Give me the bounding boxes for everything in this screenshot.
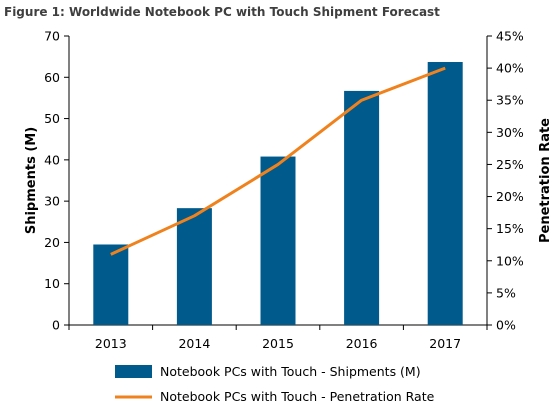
left-tick-label: 10 <box>44 276 60 291</box>
legend-label-penetration: Notebook PCs with Touch - Penetration Ra… <box>160 389 435 404</box>
x-tick-label: 2015 <box>262 336 294 351</box>
bar <box>427 62 463 325</box>
right-tick-label: 45% <box>496 29 524 44</box>
right-tick-label: 15% <box>496 221 524 236</box>
left-tick-label: 20 <box>44 235 60 250</box>
right-tick-label: 5% <box>496 285 516 300</box>
figure-title: Figure 1: Worldwide Notebook PC with Tou… <box>4 5 440 19</box>
left-tick-label: 30 <box>44 194 60 209</box>
penetration-rate-line <box>110 66 446 256</box>
right-tick-label: 20% <box>496 189 524 204</box>
legend-label-shipments: Notebook PCs with Touch - Shipments (M) <box>160 364 421 379</box>
left-tick-label: 0 <box>52 318 60 333</box>
left-tick-label: 70 <box>44 29 60 44</box>
right-tick-label: 10% <box>496 253 524 268</box>
bar <box>93 244 129 325</box>
x-tick-label: 2013 <box>95 336 127 351</box>
right-tick-label: 35% <box>496 93 524 108</box>
bar <box>344 90 380 325</box>
x-tick-label: 2017 <box>429 336 461 351</box>
left-tick-label: 50 <box>44 111 60 126</box>
left-axis-title: Shipments (M) <box>24 127 39 234</box>
left-tick-label: 40 <box>44 152 60 167</box>
right-tick-label: 0% <box>496 318 516 333</box>
x-tick-label: 2016 <box>346 336 378 351</box>
right-axis-title: Penetration Rate <box>538 118 553 243</box>
bar <box>260 156 296 325</box>
left-tick-label: 60 <box>44 70 60 85</box>
right-tick-label: 40% <box>496 61 524 76</box>
right-tick-label: 30% <box>496 125 524 140</box>
right-tick-label: 25% <box>496 157 524 172</box>
legend-swatch-shipments <box>115 365 152 378</box>
x-tick-label: 2014 <box>178 336 210 351</box>
bar <box>176 208 212 325</box>
